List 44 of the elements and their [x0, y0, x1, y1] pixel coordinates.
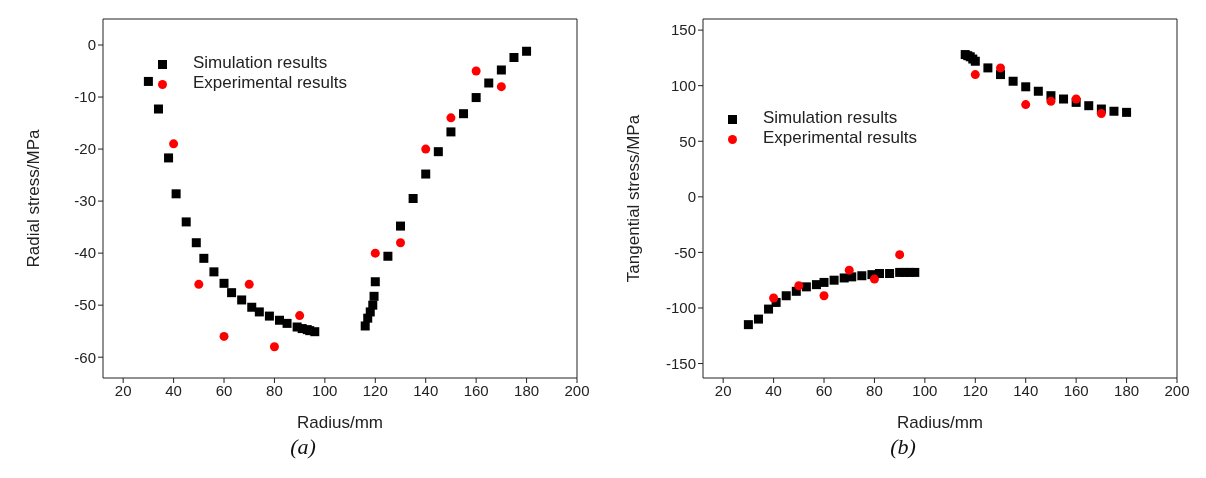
- x-tick-label: 80: [266, 381, 283, 399]
- x-tick-label: 20: [114, 381, 132, 399]
- x-tick-label: 140: [413, 381, 439, 399]
- y-tick-label: 150: [670, 21, 696, 39]
- x-tick-label: 20: [714, 381, 732, 399]
- legend-label: Simulation results: [763, 108, 898, 127]
- x-tick-label: 60: [215, 381, 233, 399]
- x-tick-label: 160: [463, 381, 489, 399]
- y-tick-label: 0: [87, 36, 96, 54]
- y-tick-label: 0: [687, 188, 696, 206]
- text: (a): [290, 434, 316, 460]
- x-tick-label: 60: [815, 381, 833, 399]
- x-tick-label: 100: [312, 381, 338, 399]
- y-tick-label: -100: [665, 299, 696, 317]
- x-tick-label: 40: [765, 381, 782, 399]
- legend-label: Simulation results: [193, 53, 328, 72]
- x-tick-label: 120: [962, 381, 988, 399]
- x-tick-label: 160: [1063, 381, 1089, 399]
- x-tick-label: 120: [362, 381, 388, 399]
- y-axis-title: Tangential stress/MPa: [624, 114, 644, 283]
- y-tick-label: -60: [74, 348, 96, 366]
- legend-label: Experimental results: [193, 73, 348, 92]
- x-tick-label: 40: [165, 381, 182, 399]
- y-tick-label: 50: [679, 132, 696, 150]
- x-axis-title: Radius/mm: [897, 413, 983, 432]
- legend-label: Experimental results: [763, 128, 918, 147]
- y-tick-label: -40: [74, 244, 96, 262]
- y-tick-label: -10: [74, 88, 96, 106]
- x-tick-label: 80: [866, 381, 883, 399]
- y-tick-label: -150: [665, 354, 696, 372]
- y-tick-label: -50: [74, 296, 96, 314]
- x-tick-label: 100: [912, 381, 938, 399]
- x-tick-label: 200: [1164, 381, 1190, 399]
- x-tick-label: 200: [564, 381, 590, 399]
- y-axis-title: Radial stress/MPa: [24, 128, 44, 268]
- y-tick-label: -50: [674, 243, 696, 261]
- x-tick-label: 180: [1114, 381, 1140, 399]
- x-axis-title: Radius/mm: [297, 413, 383, 432]
- y-tick-label: 100: [670, 77, 696, 95]
- y-tick-label: -30: [74, 192, 96, 210]
- text: (b): [890, 434, 916, 460]
- y-tick-label: -20: [74, 140, 96, 158]
- x-tick-label: 180: [514, 381, 540, 399]
- x-tick-label: 140: [1013, 381, 1039, 399]
